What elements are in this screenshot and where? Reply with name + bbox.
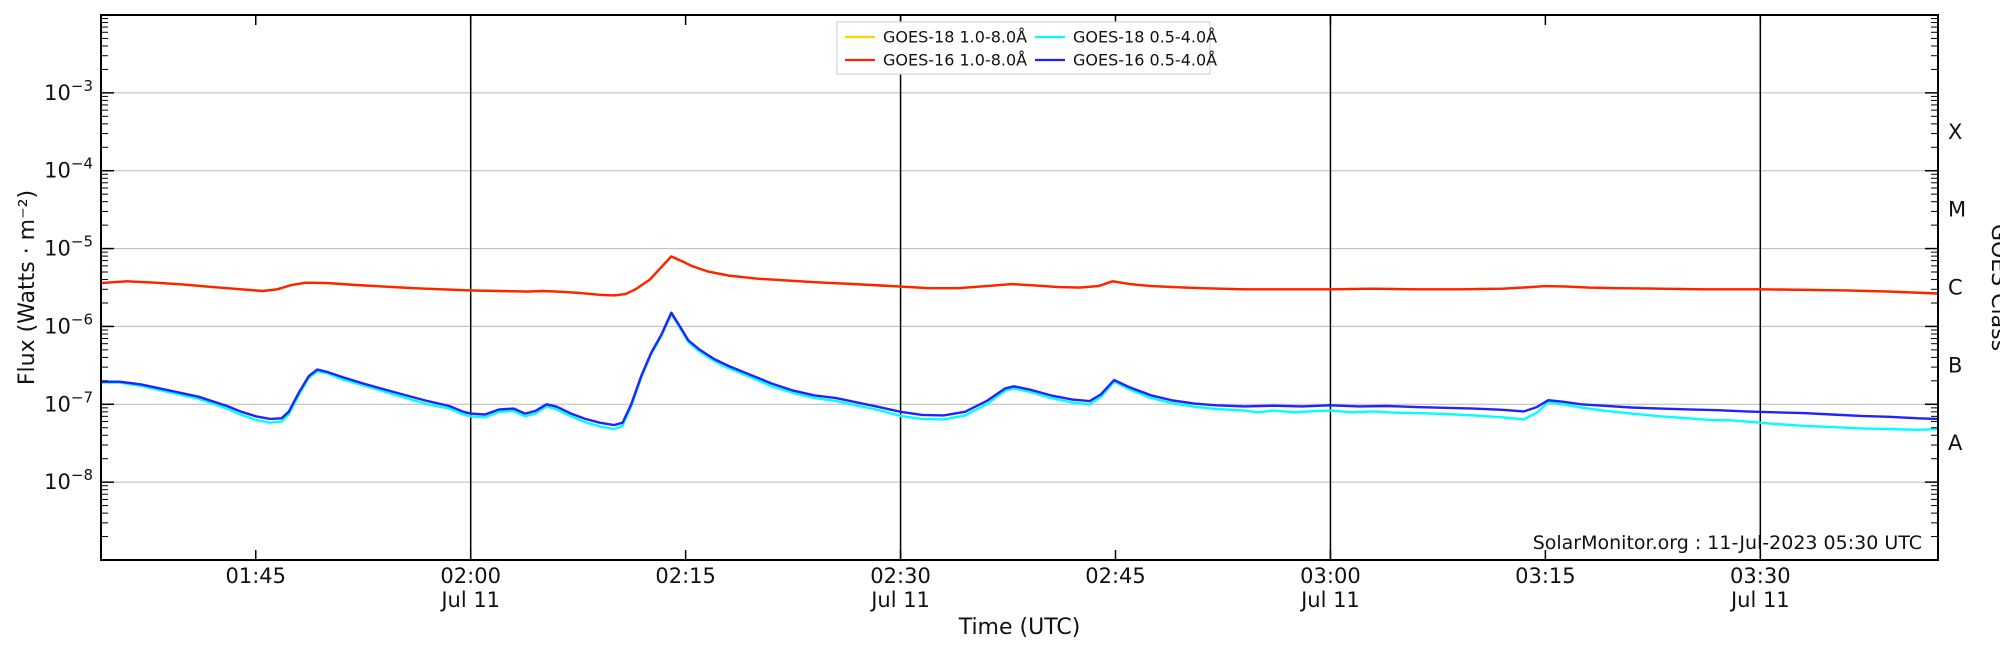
legend-label: GOES-18 1.0-8.0Å [883,28,1027,47]
goes-class-label: M [1948,198,1966,222]
plot-frame [100,14,1939,561]
x-axis-title: Time (UTC) [958,615,1081,640]
x-tick-label: 03:15 [1515,564,1576,588]
right-axis-title: GOES Class [1986,224,2000,351]
goes-class-label: B [1948,353,1962,377]
y-tick-label: 10−5 [44,233,93,261]
x-tick-date-label: Jul 11 [1729,588,1790,612]
x-tick-date-label: Jul 11 [869,588,930,612]
series-lines [101,255,1938,431]
series-line-2 [101,312,1938,431]
x-tick-label: 01:45 [225,564,286,588]
goes-class-labels: X M C B A [1948,120,1966,455]
y-tick-label: 10−6 [44,310,93,338]
date-lines [469,15,1762,560]
x-tick-date-label: Jul 11 [1299,588,1360,612]
x-tick-label: 02:15 [655,564,716,588]
x-tick-label: 02:00 [440,564,501,588]
goes-class-label: X [1948,120,1962,144]
goes-class-label: C [1948,276,1963,300]
legend-label: GOES-16 0.5-4.0Å [1073,51,1217,70]
axis-ticks [101,15,1938,560]
legend: GOES-18 1.0-8.0Å GOES-16 1.0-8.0Å GOES-18 … [836,21,1217,75]
x-tick-date-label: Jul 11 [439,588,500,612]
legend-label: GOES-16 1.0-8.0Å [883,51,1027,70]
x-tick-label: 03:00 [1300,564,1361,588]
legend-box [836,21,1211,75]
series-line-1 [101,255,1938,297]
gridlines [101,92,1938,483]
y-tick-label: 10−7 [44,388,93,416]
series-line-3 [101,311,1938,427]
goes-class-label: A [1948,431,1963,455]
y-axis-title: Flux (Watts · m⁻²) [15,190,40,385]
legend-label: GOES-18 0.5-4.0Å [1073,28,1217,47]
y-tick-labels: 10−3 10−4 10−5 10−6 10−7 10−8 [44,77,93,494]
watermark-text: SolarMonitor.org : 11-Jul-2023 05:30 UTC [1533,532,1922,554]
y-tick-label: 10−3 [44,77,93,105]
x-tick-label: 03:30 [1730,564,1791,588]
x-tick-label: 02:45 [1085,564,1146,588]
axis-titles: Time (UTC) Flux (Watts · m⁻²) GOES Class [15,190,2000,640]
x-tick-label: 02:30 [870,564,931,588]
y-tick-label: 10−8 [44,466,93,494]
y-tick-label: 10−4 [44,155,93,183]
